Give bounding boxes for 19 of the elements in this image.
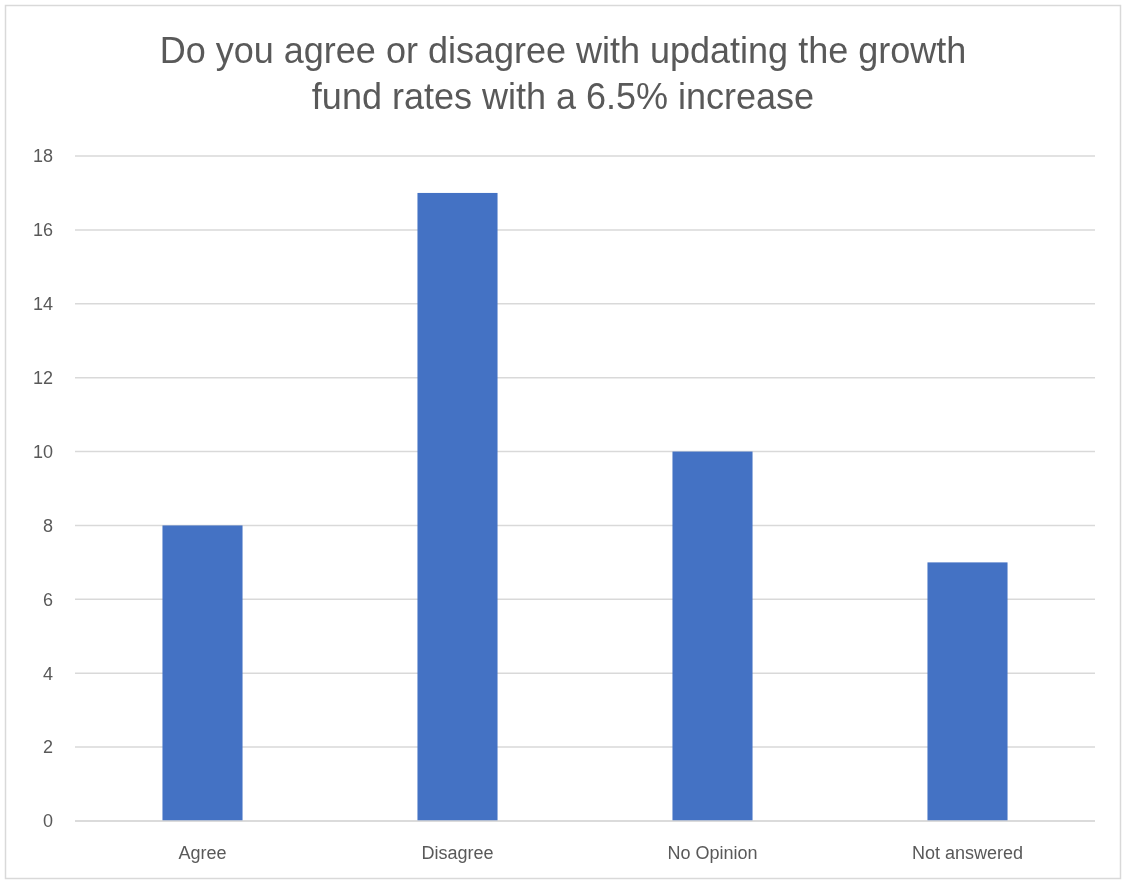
chart-title: Do you agree or disagree with updating the growth fund rates with a 6.5% increase: [159, 30, 967, 117]
x-tick-label: Agree: [178, 843, 227, 864]
y-tick-label: 14: [32, 294, 53, 315]
y-tick-label: 16: [32, 220, 53, 241]
x-tick-label: No Opinion: [667, 843, 758, 864]
y-tick-label: 2: [42, 737, 53, 758]
bar: [417, 192, 498, 821]
x-tick-label: Not answered: [911, 843, 1024, 864]
bar: [927, 562, 1008, 821]
y-tick-label: 0: [42, 811, 53, 832]
bar: [162, 525, 243, 821]
y-tick-label: 4: [42, 663, 53, 684]
y-tick-label: 12: [32, 367, 53, 388]
y-tick-label: 10: [32, 441, 53, 462]
bar: [672, 451, 753, 821]
y-tick-label: 8: [42, 515, 53, 536]
y-tick-label: 6: [42, 589, 53, 610]
x-tick-label: Disagree: [421, 843, 494, 864]
y-tick-label: 18: [32, 146, 53, 167]
